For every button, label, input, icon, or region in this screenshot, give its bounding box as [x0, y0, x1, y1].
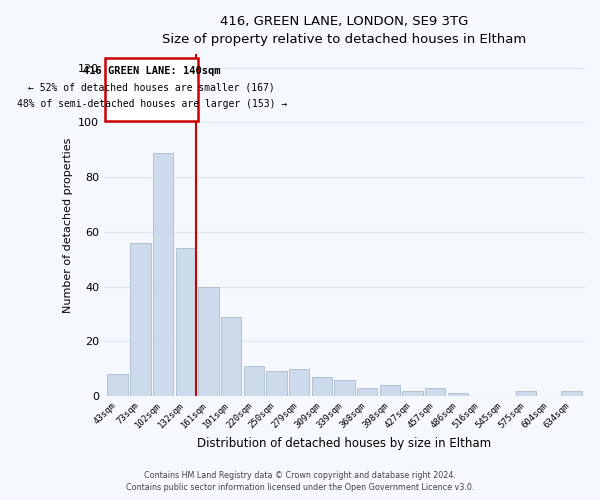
Bar [311, 377, 332, 396]
Bar [266, 372, 287, 396]
FancyBboxPatch shape [105, 58, 198, 121]
Bar [289, 368, 310, 396]
X-axis label: Distribution of detached houses by size in Eltham: Distribution of detached houses by size … [197, 437, 491, 450]
Text: Contains HM Land Registry data © Crown copyright and database right 2024.
Contai: Contains HM Land Registry data © Crown c… [126, 471, 474, 492]
Bar [357, 388, 377, 396]
Bar [561, 390, 581, 396]
Text: 48% of semi-detached houses are larger (153) →: 48% of semi-detached houses are larger (… [17, 99, 287, 109]
Y-axis label: Number of detached properties: Number of detached properties [62, 138, 73, 313]
Bar [221, 316, 241, 396]
Bar [403, 390, 423, 396]
Title: 416, GREEN LANE, LONDON, SE9 3TG
Size of property relative to detached houses in: 416, GREEN LANE, LONDON, SE9 3TG Size of… [163, 15, 527, 46]
Text: 416 GREEN LANE: 140sqm: 416 GREEN LANE: 140sqm [83, 66, 220, 76]
Bar [198, 286, 218, 396]
Bar [334, 380, 355, 396]
Bar [516, 390, 536, 396]
Bar [448, 394, 468, 396]
Bar [244, 366, 264, 396]
Bar [380, 385, 400, 396]
Bar [130, 243, 151, 396]
Bar [153, 152, 173, 396]
Text: ← 52% of detached houses are smaller (167): ← 52% of detached houses are smaller (16… [28, 83, 275, 93]
Bar [425, 388, 445, 396]
Bar [107, 374, 128, 396]
Bar [176, 248, 196, 396]
